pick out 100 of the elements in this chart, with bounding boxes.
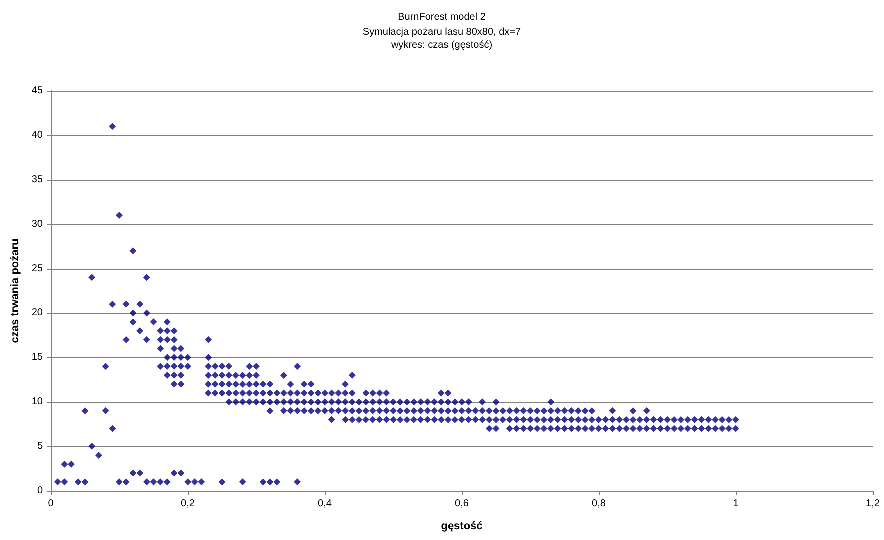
point bbox=[170, 380, 178, 388]
point bbox=[205, 372, 212, 379]
point bbox=[588, 416, 596, 424]
point bbox=[287, 408, 294, 414]
point bbox=[253, 380, 260, 388]
point bbox=[328, 408, 336, 414]
point bbox=[643, 408, 650, 414]
point bbox=[630, 408, 637, 414]
point bbox=[657, 425, 664, 432]
point bbox=[218, 390, 226, 397]
point bbox=[232, 372, 240, 379]
point bbox=[253, 390, 260, 397]
point bbox=[164, 336, 171, 344]
point bbox=[322, 398, 328, 406]
point bbox=[369, 390, 376, 397]
point bbox=[191, 478, 198, 486]
point bbox=[342, 380, 350, 388]
point bbox=[205, 380, 212, 388]
point bbox=[527, 416, 534, 424]
point bbox=[506, 425, 514, 432]
point bbox=[568, 425, 576, 432]
point bbox=[417, 416, 424, 424]
point bbox=[178, 470, 185, 477]
point bbox=[266, 398, 274, 406]
point bbox=[458, 398, 466, 406]
point bbox=[328, 416, 336, 424]
x-tick-label: 0,8 bbox=[592, 498, 606, 510]
point bbox=[88, 274, 96, 282]
x-tick-label: 1,2 bbox=[866, 498, 880, 510]
point bbox=[609, 408, 616, 414]
point bbox=[170, 328, 178, 334]
point bbox=[308, 390, 315, 397]
point bbox=[718, 425, 726, 432]
point bbox=[438, 398, 445, 406]
point bbox=[574, 408, 582, 414]
point bbox=[444, 416, 452, 424]
point bbox=[561, 425, 568, 432]
point bbox=[287, 398, 294, 406]
point bbox=[253, 363, 260, 370]
point bbox=[246, 372, 254, 379]
point bbox=[664, 416, 671, 424]
point bbox=[314, 390, 322, 397]
point bbox=[266, 478, 274, 486]
point bbox=[218, 380, 226, 388]
point bbox=[561, 408, 568, 414]
point bbox=[396, 398, 404, 406]
point bbox=[369, 398, 376, 406]
point bbox=[424, 398, 432, 406]
point bbox=[643, 416, 650, 424]
point bbox=[122, 300, 130, 308]
point bbox=[239, 390, 246, 397]
point bbox=[396, 416, 404, 424]
point bbox=[143, 478, 150, 486]
point bbox=[342, 390, 350, 397]
point bbox=[260, 380, 267, 388]
point bbox=[184, 354, 192, 362]
point bbox=[362, 408, 370, 414]
point bbox=[588, 425, 596, 432]
point bbox=[287, 390, 294, 397]
point bbox=[109, 123, 116, 130]
point bbox=[232, 390, 240, 397]
point bbox=[540, 416, 548, 424]
point bbox=[465, 398, 472, 406]
point bbox=[492, 408, 500, 414]
point bbox=[726, 416, 733, 424]
y-tick-label: 30 bbox=[32, 218, 44, 230]
point bbox=[122, 478, 130, 486]
y-tick-label: 20 bbox=[32, 308, 44, 319]
point bbox=[308, 408, 315, 414]
point bbox=[300, 408, 308, 414]
point bbox=[712, 425, 719, 432]
point bbox=[396, 408, 404, 414]
point bbox=[616, 425, 624, 432]
point bbox=[390, 408, 397, 414]
point bbox=[410, 398, 418, 406]
point bbox=[582, 416, 589, 424]
point bbox=[260, 398, 267, 406]
point bbox=[164, 478, 171, 486]
point bbox=[574, 416, 582, 424]
point bbox=[596, 425, 602, 432]
point bbox=[164, 318, 171, 326]
point bbox=[253, 398, 260, 406]
point bbox=[280, 398, 288, 406]
point bbox=[356, 408, 363, 414]
point bbox=[527, 408, 534, 414]
point bbox=[122, 336, 130, 344]
point bbox=[712, 416, 719, 424]
point bbox=[116, 212, 123, 219]
point bbox=[390, 416, 397, 424]
point bbox=[458, 408, 466, 414]
point bbox=[205, 336, 212, 344]
point bbox=[383, 398, 390, 406]
point bbox=[554, 416, 562, 424]
point bbox=[178, 345, 185, 352]
point bbox=[568, 416, 576, 424]
point bbox=[68, 460, 76, 468]
point bbox=[465, 408, 472, 414]
point bbox=[356, 398, 363, 406]
point bbox=[643, 425, 650, 432]
point bbox=[404, 408, 411, 414]
